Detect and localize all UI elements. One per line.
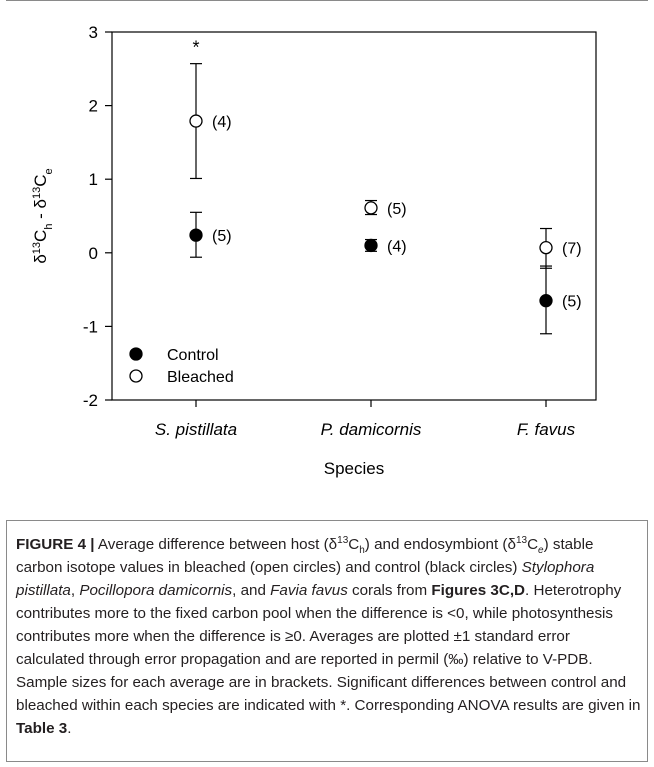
y-tick-label: 0 [89,244,98,263]
control-point [364,238,378,253]
figure-caption: FIGURE 4 | Average difference between ho… [16,533,642,740]
caption-text: C [348,536,360,553]
legend-marker [129,369,143,383]
y-tick-label: -2 [83,391,98,410]
caption-text: corals from [347,582,432,599]
caption-sup: 13 [337,534,349,546]
y-axis-label: δ13Ch - δ13Ce [31,168,55,263]
significance-marker: * [192,38,199,58]
caption-box [6,520,648,762]
species-name: Favia favus [270,582,348,599]
sample-size-label: (5) [212,228,232,245]
sample-size-label: (4) [212,114,232,131]
caption-label: FIGURE 4 | [16,536,95,553]
legend-label: Control [167,347,219,364]
caption-text: C [527,536,539,553]
caption-sub: e [538,545,544,557]
sample-size-label: (7) [562,241,582,258]
sample-size-label: (5) [387,201,407,218]
frame-top-line [6,0,648,5]
caption-text: . Heterotrophy contributes more to the f… [16,582,641,714]
x-tick-label: P. damicornis [321,420,422,439]
legend-marker [129,347,143,361]
x-axis-label: Species [324,459,384,478]
plot-frame [111,31,597,401]
x-tick-label: S. pistillata [155,420,237,439]
bleached-point [539,240,553,255]
y-tick-label: 1 [89,170,98,189]
caption-text: . [67,720,72,737]
table-reference-link[interactable]: Table 3 [16,720,68,737]
y-tick-label: 2 [89,97,98,116]
caption-text: , and [232,582,271,599]
legend-label: Bleached [167,369,234,386]
caption-text: ) and endosymbiont (δ [364,536,516,553]
species-name: Pocillopora damicornis [79,582,233,599]
x-tick-label: F. favus [517,420,576,439]
caption-sub: h [359,545,365,557]
caption-text: , [70,582,80,599]
caption-sup: 13 [515,534,528,546]
y-tick-label: 3 [89,23,98,42]
y-tick-label: -1 [83,317,98,336]
control-point [189,228,203,242]
sample-size-label: (4) [387,238,407,255]
bleached-point [189,114,203,128]
caption-text: Average difference between host (δ [94,536,338,553]
control-point [539,293,553,308]
sample-size-label: (5) [562,294,582,311]
figure-reference-link[interactable]: Figures 3C,D [431,582,526,599]
bleached-point [364,201,378,215]
caption-text: ) stable carbon isotope values in bleach… [16,536,594,576]
chart: -2 -1 0 1 2 3 S. pistillata P. damicornis F. fav… [31,23,597,478]
species-name: Stylophora pistillata [16,559,595,599]
